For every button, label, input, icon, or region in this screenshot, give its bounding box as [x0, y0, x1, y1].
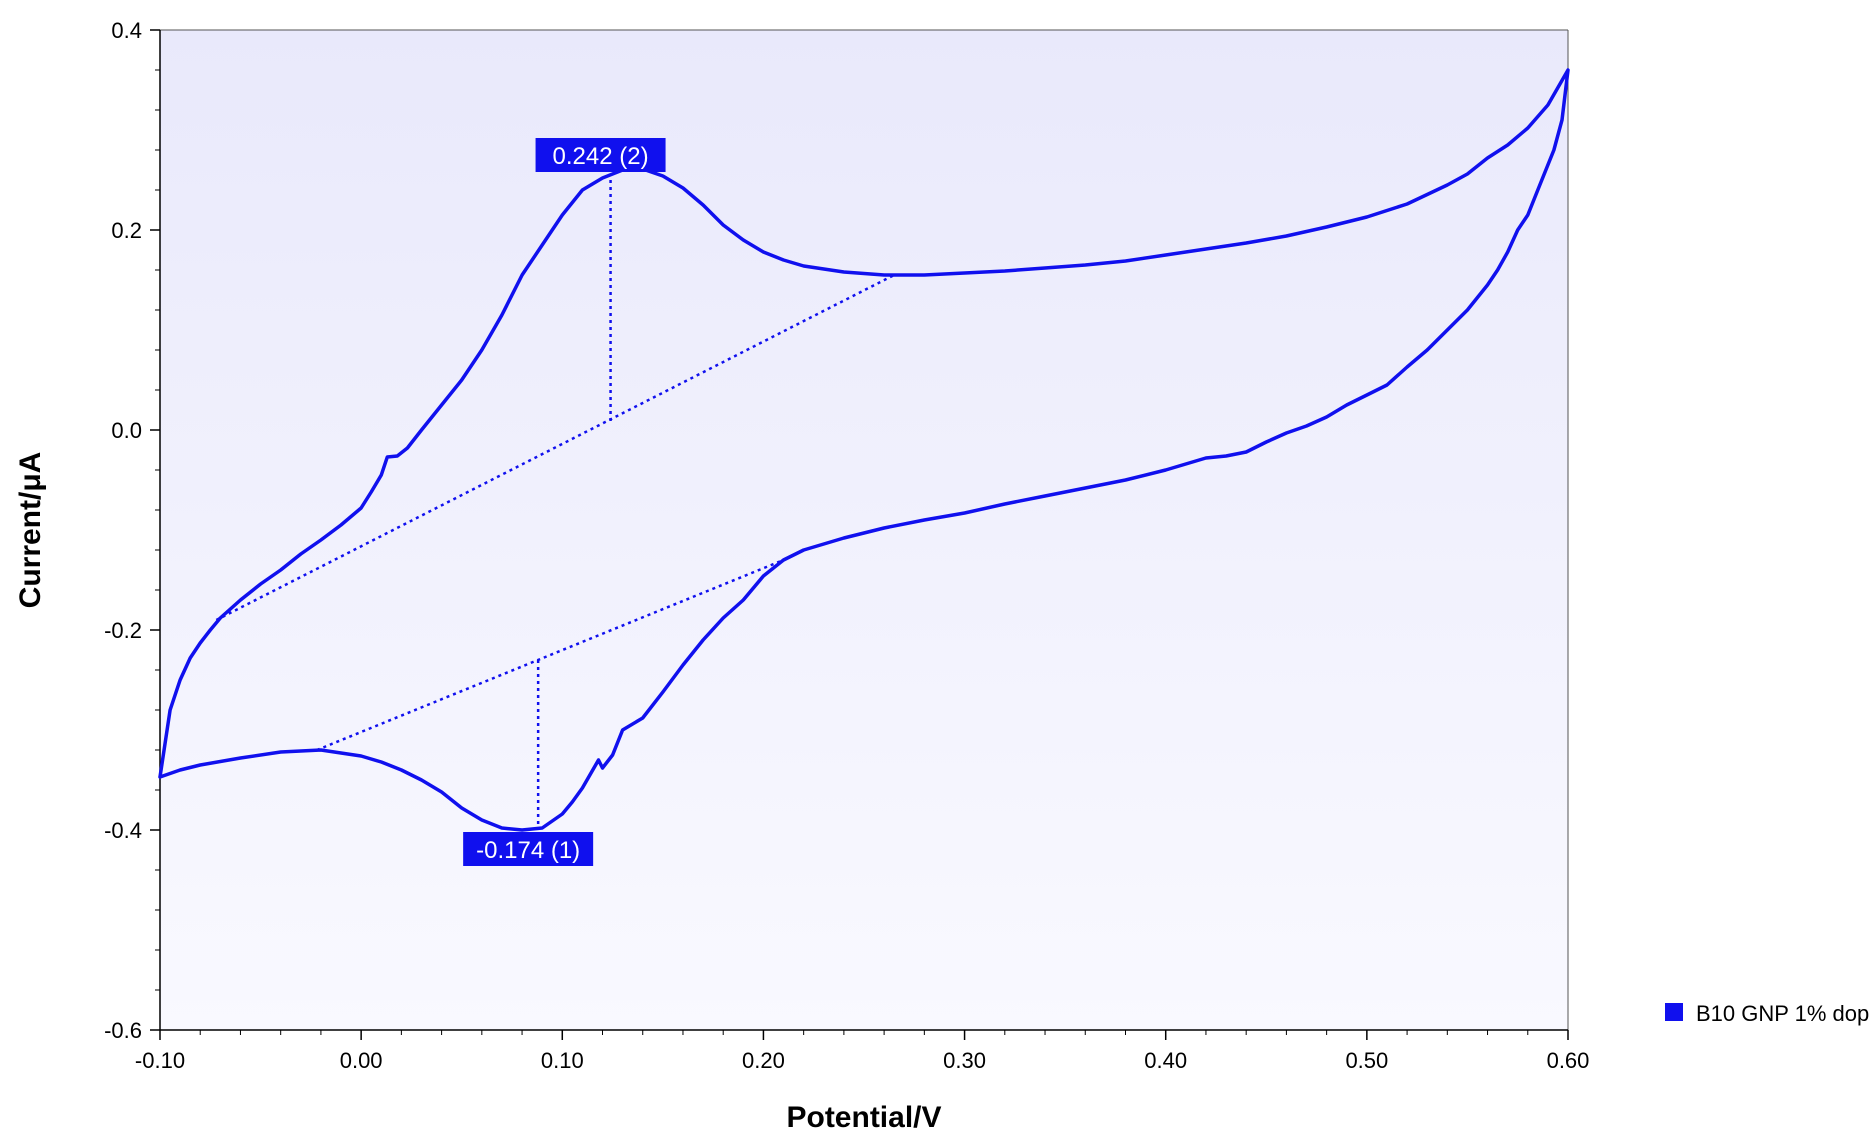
- y-tick-label: 0.0: [111, 418, 142, 443]
- y-tick-label: 0.2: [111, 218, 142, 243]
- peak-label: -0.174 (1): [476, 837, 580, 864]
- x-tick-label: 0.10: [541, 1048, 584, 1073]
- x-tick-label: 0.00: [340, 1048, 383, 1073]
- y-tick-label: 0.4: [111, 18, 142, 43]
- series-line-0: [158, 68, 1570, 832]
- x-tick-label: 0.40: [1144, 1048, 1187, 1073]
- x-axis-title: Potential/V: [786, 1101, 941, 1134]
- y-axis-title: Current/μA: [14, 452, 47, 609]
- y-tick-label: -0.6: [104, 1018, 142, 1043]
- x-tick-label: 0.20: [742, 1048, 785, 1073]
- legend-label: B10 GNP 1% dop: [1696, 1001, 1869, 1026]
- peak-label: 0.242 (2): [553, 143, 649, 170]
- x-tick-label: 0.60: [1547, 1048, 1590, 1073]
- anodic-baseline: [215, 273, 895, 622]
- x-tick-label: 0.30: [943, 1048, 986, 1073]
- x-tick-label: -0.10: [135, 1048, 185, 1073]
- peak-label-box: [463, 832, 594, 866]
- peak-label-box: [535, 138, 666, 172]
- y-tick-label: -0.4: [104, 818, 142, 843]
- legend-swatch: [1665, 1003, 1683, 1021]
- y-tick-label: -0.2: [104, 618, 142, 643]
- plot-area: [160, 30, 1568, 1030]
- x-tick-label: 0.50: [1345, 1048, 1388, 1073]
